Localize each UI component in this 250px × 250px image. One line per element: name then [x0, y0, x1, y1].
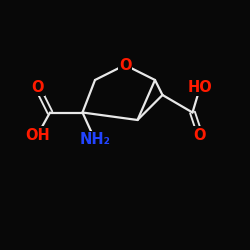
Text: O: O [31, 80, 44, 95]
Text: NH₂: NH₂ [80, 132, 110, 148]
Text: O: O [194, 128, 206, 142]
Text: O: O [119, 58, 131, 72]
Text: HO: HO [188, 80, 212, 95]
Text: OH: OH [25, 128, 50, 142]
